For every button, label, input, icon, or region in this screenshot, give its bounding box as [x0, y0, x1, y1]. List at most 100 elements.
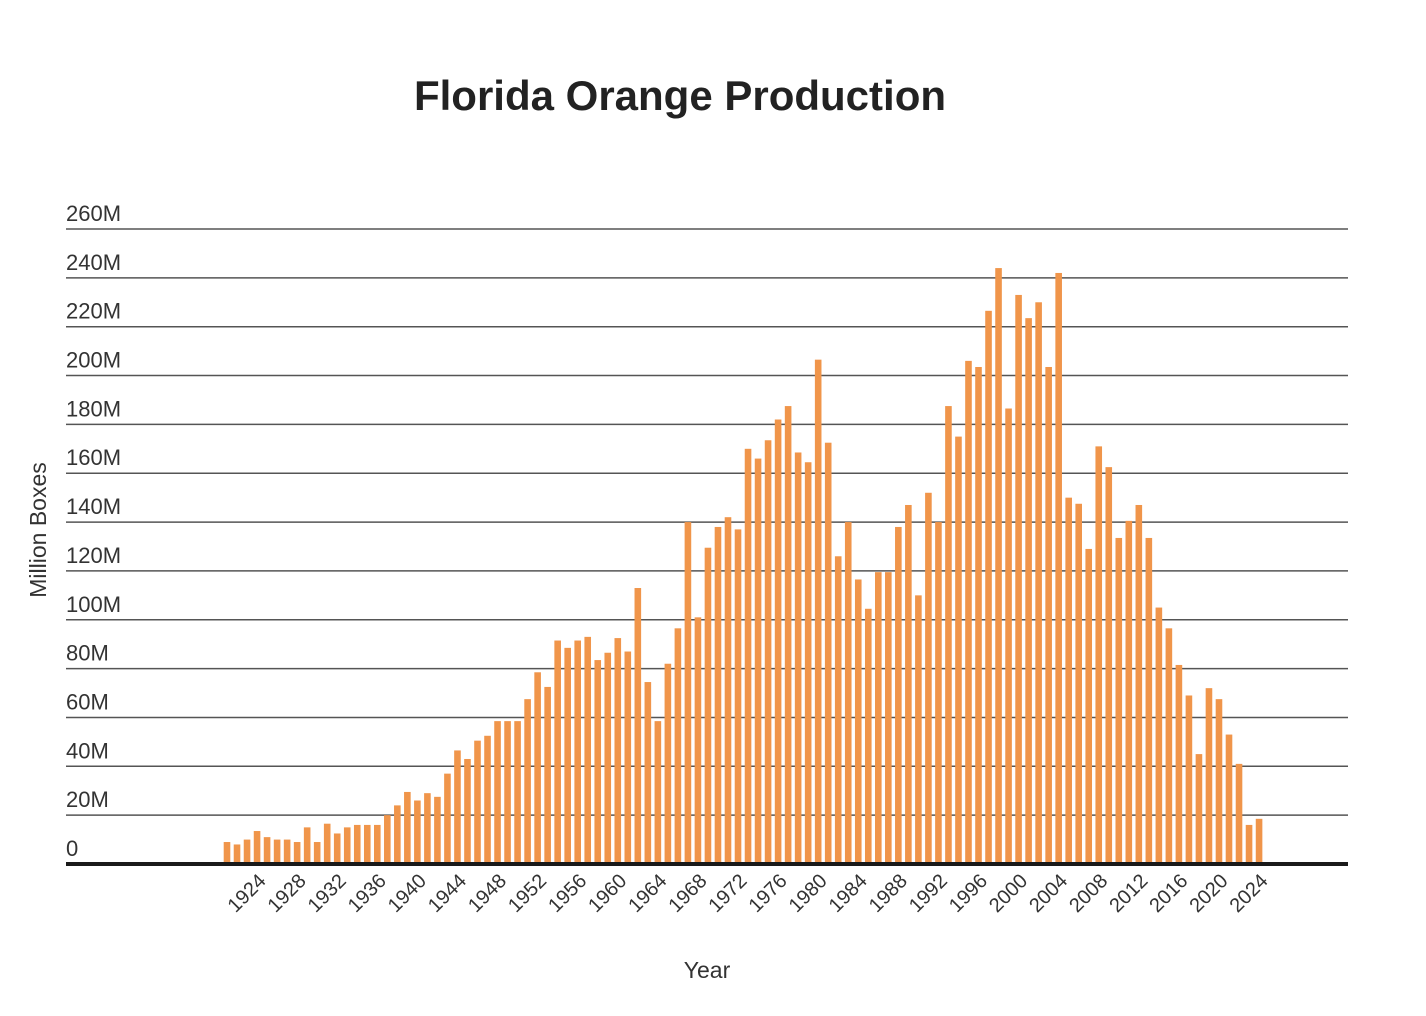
bar [624, 651, 632, 864]
bar [694, 617, 702, 864]
x-tick-label: 2020 [1185, 870, 1232, 917]
bar [905, 504, 912, 864]
bar [494, 721, 501, 865]
bar [1065, 497, 1072, 864]
bar [844, 522, 852, 864]
y-tick-label: 0 [66, 836, 78, 861]
bar [774, 419, 782, 864]
bar [975, 366, 982, 864]
bar [273, 839, 281, 864]
bar [955, 436, 962, 864]
bar [854, 579, 862, 864]
bar [564, 647, 571, 864]
bar [484, 735, 491, 864]
bar [804, 462, 812, 864]
bar [814, 359, 822, 864]
bar [444, 773, 451, 864]
bar [574, 640, 581, 864]
bar [464, 758, 471, 864]
x-tick-label: 2008 [1065, 870, 1112, 917]
bar [303, 827, 311, 864]
bar [875, 572, 882, 864]
bar [1005, 408, 1012, 864]
bar [1105, 467, 1113, 865]
x-tick-label: 1976 [745, 870, 792, 917]
bar [283, 839, 291, 864]
bar [544, 686, 551, 864]
bar [644, 682, 652, 864]
bar [1075, 503, 1082, 864]
y-tick-label: 180M [66, 396, 121, 421]
bar [784, 406, 792, 864]
bar [885, 572, 892, 864]
x-tick-label: 1988 [865, 870, 912, 917]
bar [985, 310, 992, 864]
bar [995, 268, 1002, 865]
x-tick-label: 1980 [785, 870, 832, 917]
chart-title: Florida Orange Production [414, 72, 946, 119]
y-tick-label: 200M [66, 348, 121, 373]
bar [1195, 754, 1203, 864]
bar [293, 842, 301, 864]
bar [253, 831, 261, 864]
x-tick-label: 1964 [624, 870, 671, 917]
bar [664, 663, 672, 864]
bar [1245, 824, 1253, 864]
bar [945, 406, 952, 864]
bar [704, 547, 712, 864]
bar [895, 526, 902, 864]
bar [1165, 628, 1173, 864]
bar [1055, 272, 1062, 865]
bar [1225, 734, 1233, 864]
bar [384, 815, 391, 864]
bar [834, 556, 842, 864]
bar [634, 588, 642, 864]
bar [424, 793, 431, 864]
x-tick-label: 1992 [905, 870, 952, 917]
bar [233, 844, 241, 864]
y-tick-label: 60M [66, 689, 109, 714]
bar [654, 721, 662, 865]
bar [554, 640, 561, 864]
x-tick-label: 1936 [344, 870, 391, 917]
bar [764, 440, 772, 864]
x-tick-label: 2016 [1145, 870, 1192, 917]
x-tick-label: 1956 [544, 870, 591, 917]
x-tick-label: 1948 [464, 870, 511, 917]
bar [1115, 537, 1123, 864]
bar [1155, 607, 1163, 864]
x-tick-label: 1984 [825, 870, 872, 917]
bar [594, 660, 602, 864]
bar [1215, 699, 1223, 864]
bar [915, 595, 922, 864]
bar [1015, 294, 1022, 864]
bar [604, 652, 612, 864]
bar [263, 837, 271, 864]
bar [363, 824, 371, 864]
bar [965, 360, 972, 864]
bar [864, 608, 872, 864]
bar [1035, 302, 1042, 864]
x-tick-label: 2012 [1105, 870, 1152, 917]
bar [714, 526, 722, 864]
bar [514, 721, 521, 865]
y-tick-label: 220M [66, 299, 121, 324]
bar [584, 636, 592, 864]
bar [374, 824, 381, 864]
bar [1185, 695, 1193, 864]
bar [1255, 818, 1263, 864]
bar [524, 699, 531, 864]
bar [313, 842, 321, 864]
bar [614, 638, 622, 864]
bar [404, 791, 411, 864]
bar [724, 517, 732, 864]
bar [434, 796, 441, 864]
x-tick-label: 1960 [584, 870, 631, 917]
x-tick-label: 2000 [985, 870, 1032, 917]
y-axis-ticks: 0 20M 40M 60M 80M 100M 120M 140M 160M 180M 200M 220… [66, 201, 121, 861]
bars [223, 268, 1263, 865]
y-tick-label: 20M [66, 787, 109, 812]
bar [1085, 548, 1093, 864]
bar [1235, 763, 1243, 864]
